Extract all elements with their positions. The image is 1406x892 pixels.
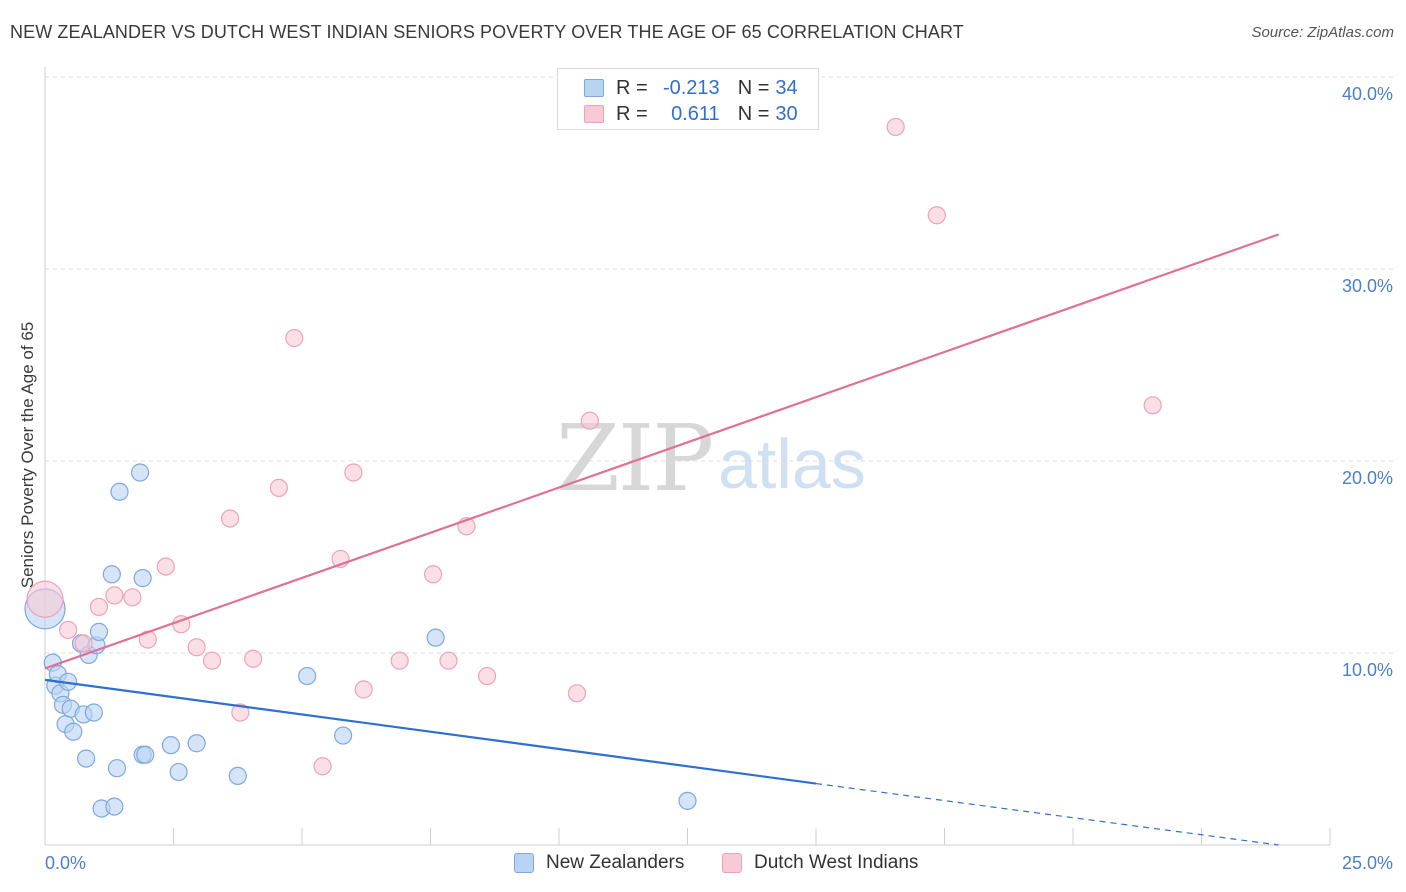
dutch-west-indian-point (285, 329, 304, 348)
dutch-west-indian-point (580, 411, 599, 430)
new-zealander-point (678, 791, 697, 810)
legend-item-dutch-west-indians[interactable]: Dutch West Indians (722, 852, 918, 874)
points-layer (24, 117, 1162, 818)
watermark-atlas: atlas (718, 425, 866, 503)
legend-n-label: N = (737, 102, 770, 125)
x-tick-label-max: 25.0% (1342, 853, 1393, 873)
y-tick-label: 20.0% (1342, 468, 1393, 488)
dutch-west-indian-point (26, 580, 64, 618)
legend-r-value: -0.213 (662, 76, 720, 99)
trend-line-dutch-west-indians (44, 233, 1279, 670)
legend-n-value: 30 (775, 102, 798, 125)
new-zealander-point (107, 759, 127, 778)
dutch-west-indian-point (1143, 396, 1162, 415)
axis-layer (44, 67, 1331, 846)
new-zealander-point (84, 703, 103, 722)
legend-r-value: 0.611 (671, 102, 720, 125)
new-zealander-point (89, 622, 109, 641)
grid-layer (45, 76, 1394, 654)
chart-source: Source: ZipAtlas.com (1251, 24, 1394, 41)
watermark-zip: ZIP (556, 405, 712, 512)
legend-label-new-zealanders: New Zealanders (546, 852, 685, 873)
new-zealander-point (136, 745, 155, 764)
dutch-west-indian-point (59, 620, 78, 640)
dutch-west-indian-point (220, 509, 240, 528)
new-zealander-point (105, 797, 124, 816)
new-zealander-point (228, 766, 247, 785)
legend-row-new-zealanders: R = -0.213 N = 34 (584, 77, 798, 99)
legend-n-label: N = (737, 76, 770, 99)
watermark: ZIP atlas (556, 405, 866, 512)
legend-r-label: R = (616, 102, 648, 125)
trend-layer (44, 233, 1279, 846)
tick-label-layer: 10.0% 20.0% 30.0% 40.0% 0.0% 25.0% (45, 84, 1393, 873)
dutch-west-indian-point (156, 557, 175, 576)
dutch-west-indian-point (105, 586, 124, 605)
legend-swatch-pink (584, 105, 604, 123)
legend-row-dutch-west-indians: R = 0.611 N = 30 (584, 103, 798, 125)
y-tick-label: 40.0% (1342, 84, 1393, 104)
dutch-west-indian-point (390, 651, 409, 670)
y-tick-label: 30.0% (1342, 276, 1393, 296)
dutch-west-indian-point (187, 638, 206, 657)
dutch-west-indian-point (269, 478, 288, 497)
dutch-west-indian-point (244, 649, 263, 668)
dutch-west-indian-point (123, 588, 142, 607)
dutch-west-indian-point (74, 634, 93, 653)
new-zealander-point (102, 565, 121, 584)
dutch-west-indian-point (344, 463, 363, 482)
legend-n-value: 34 (775, 76, 798, 99)
dutch-west-indian-point (354, 680, 373, 699)
dutch-west-indian-point (423, 565, 443, 584)
new-zealander-point (77, 749, 96, 768)
new-zealander-point (133, 569, 152, 588)
legend-label-dutch-west-indians: Dutch West Indians (754, 852, 919, 873)
legend-swatch-pink (722, 853, 742, 873)
chart-title: NEW ZEALANDER VS DUTCH WEST INDIAN SENIO… (10, 22, 964, 42)
dutch-west-indian-point (927, 206, 946, 225)
new-zealander-point (110, 482, 129, 501)
new-zealander-point (426, 628, 445, 647)
x-tick-label-min: 0.0% (45, 853, 86, 873)
legend-swatch-blue (584, 79, 604, 97)
y-tick-label: 10.0% (1342, 660, 1393, 680)
dutch-west-indian-point (231, 703, 250, 722)
legend-item-new-zealanders[interactable]: New Zealanders (514, 852, 684, 874)
new-zealander-point (64, 722, 83, 741)
dutch-west-indian-point (202, 651, 222, 670)
new-zealander-point (334, 726, 353, 745)
legend-r-label: R = (616, 76, 648, 99)
bottom-legend: New Zealanders Dutch West Indians (0, 852, 1406, 876)
new-zealander-point (187, 734, 206, 753)
legend-swatch-blue (514, 853, 534, 873)
new-zealander-point (130, 463, 150, 482)
trend-line-new-zealanders-extension (815, 782, 1279, 846)
new-zealander-point (169, 762, 188, 782)
dutch-west-indian-point (439, 651, 458, 670)
new-zealander-point (298, 666, 317, 686)
trend-line-new-zealanders (44, 678, 817, 785)
dutch-west-indian-point (313, 757, 332, 776)
legend: R = -0.213 N = 34 R = 0.611 N = 30 (557, 68, 819, 130)
dutch-west-indian-point (886, 117, 905, 137)
dutch-west-indian-point (567, 684, 587, 703)
new-zealander-point (161, 736, 181, 755)
dutch-west-indian-point (477, 666, 497, 686)
dutch-west-indian-point (89, 597, 109, 617)
